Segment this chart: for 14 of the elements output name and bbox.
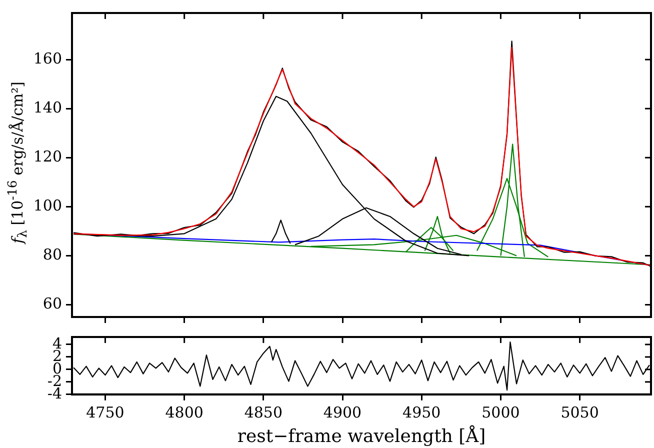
- x-tick-label: 4800: [165, 403, 204, 422]
- y-tick-label: 100: [33, 196, 62, 215]
- y-tick-label: 80: [42, 246, 62, 264]
- x-tick-label: 4950: [402, 403, 441, 422]
- x-tick-label: 4900: [323, 403, 362, 422]
- x-tick-label: 4750: [86, 403, 124, 422]
- x-tick-label: 5000: [482, 403, 520, 422]
- y-tick-label: 160: [33, 49, 62, 68]
- y-tick-label: 120: [33, 148, 62, 166]
- y-tick-label: 60: [42, 294, 62, 313]
- x-tick-label: 5050: [560, 403, 599, 422]
- x-tick-label: 4850: [244, 403, 283, 422]
- y-tick-label: 140: [33, 98, 62, 117]
- x-axis-title: rest−frame wavelength [Å]: [237, 424, 486, 447]
